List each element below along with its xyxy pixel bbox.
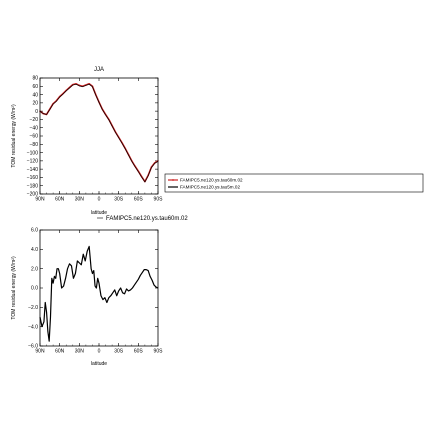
legend-label-tau5m: FAMIPC5.ne120.ys.tau5m.02 xyxy=(180,185,240,190)
bottom-panel-series xyxy=(39,245,159,342)
bottom-panel: 90N 60N 30N 0 30S 60S 90S −6.0 −4.0 −2.0 0.0 2.0 4.0… xyxy=(11,228,163,367)
bottom-ytick-label: 2.0 xyxy=(31,266,38,272)
top-ytick-label: −20 xyxy=(30,117,39,123)
bottom-panel-xlabel: latitude xyxy=(91,361,107,367)
top-xtick-label: 90S xyxy=(154,197,164,203)
top-panel-ylabel: TOM residual energy (W/m²) xyxy=(11,104,17,168)
legend-box xyxy=(164,173,424,193)
bottom-panel-subtitle-text: FAMIPC5.ne120.ys.tau60m.02 xyxy=(106,216,188,222)
top-ytick-label: −180 xyxy=(27,183,38,189)
top-ytick-label: −80 xyxy=(30,142,39,148)
top-xtick-label: 0 xyxy=(98,197,101,203)
bottom-xtick-label: 60S xyxy=(134,349,144,355)
top-panel-frame xyxy=(39,77,159,195)
bottom-ytick-label: 0.0 xyxy=(31,286,38,292)
top-panel-xlabel: latitude xyxy=(91,210,107,216)
bottom-series-line-0 xyxy=(39,245,159,342)
bottom-panel-subtitle: FAMIPC5.ne120.ys.tau60m.02 xyxy=(97,216,188,222)
bottom-panel-ylabel: TOM residual energy (W/m²) xyxy=(11,256,17,320)
bottom-ytick-label: −4.0 xyxy=(28,324,38,330)
top-ytick-label: −160 xyxy=(27,175,38,181)
top-ytick-label: −140 xyxy=(27,167,38,173)
legend: FAMIPC5.ne120.ys.tau60m.02 FAMIPC5.ne120… xyxy=(164,173,424,193)
top-ytick-label: −120 xyxy=(27,159,38,165)
bottom-ytick-label: 6.0 xyxy=(31,228,38,234)
bottom-xtick-label: 30N xyxy=(75,349,85,355)
top-ytick-label: 40 xyxy=(32,92,38,98)
legend-marker-tau60m xyxy=(172,179,174,181)
top-ytick-label: −40 xyxy=(30,125,39,131)
bottom-xtick-label: 30S xyxy=(114,349,124,355)
top-series-line-1 xyxy=(39,83,159,183)
bottom-xtick-label: 90S xyxy=(154,349,164,355)
top-ytick-label: −60 xyxy=(30,134,39,140)
top-ytick-label: 80 xyxy=(32,76,38,82)
top-panel: JJA 90N 60N 30N 0 30S 60S 90S−200−180−160−140−… xyxy=(11,67,163,216)
bottom-panel-frame xyxy=(39,229,159,347)
bottom-ytick-label: −6.0 xyxy=(28,344,38,350)
bottom-xtick-label: 90N xyxy=(35,349,45,355)
top-ytick-label: 0 xyxy=(35,109,38,115)
top-ytick-label: −200 xyxy=(27,192,38,198)
bottom-xtick-label: 60N xyxy=(55,349,65,355)
top-panel-series xyxy=(39,83,159,183)
top-xtick-label: 30S xyxy=(114,197,124,203)
bottom-ytick-label: 4.0 xyxy=(31,247,38,253)
top-ytick-label: 20 xyxy=(32,101,38,107)
top-ytick-label: −100 xyxy=(27,150,38,156)
top-ytick-label: 60 xyxy=(32,84,38,90)
bottom-ytick-label: −2.0 xyxy=(28,305,38,311)
bottom-xtick-label: 0 xyxy=(98,349,101,355)
top-xtick-label: 30N xyxy=(75,197,85,203)
top-panel-title: JJA xyxy=(94,67,104,73)
top-xtick-label: 90N xyxy=(35,197,45,203)
top-panel-grid: 90N 60N 30N 0 30S 60S 90S−200−180−160−140−120−… xyxy=(27,76,163,203)
top-xtick-label: 60S xyxy=(134,197,144,203)
legend-label-tau60m: FAMIPC5.ne120.ys.tau60m.02 xyxy=(180,178,243,183)
top-xtick-label: 60N xyxy=(55,197,65,203)
